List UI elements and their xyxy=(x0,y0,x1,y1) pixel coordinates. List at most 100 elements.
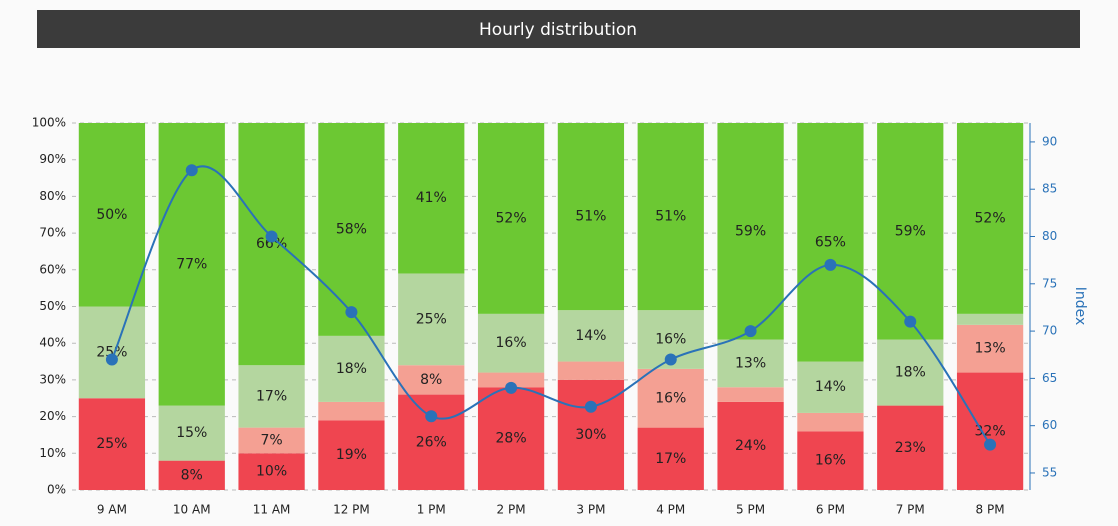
y-tick-label: 60% xyxy=(39,262,66,276)
data-label: 59% xyxy=(735,223,766,239)
data-label: 25% xyxy=(96,436,127,452)
y2-tick-label: 65 xyxy=(1042,371,1057,385)
data-label: 18% xyxy=(336,361,367,377)
bar-segment xyxy=(398,123,465,274)
bar-segment xyxy=(637,123,704,311)
index-point xyxy=(185,164,198,177)
bar-segment xyxy=(477,313,545,373)
bar-segment xyxy=(637,427,704,490)
y2-tick-label: 90 xyxy=(1042,134,1057,148)
data-label: 16% xyxy=(655,390,686,406)
x-tick-label: 6 PM xyxy=(816,503,845,517)
y-tick-label: 50% xyxy=(39,299,66,313)
x-tick-label: 2 PM xyxy=(497,503,526,517)
title-bar xyxy=(37,10,1080,48)
bar-segment xyxy=(717,123,784,340)
x-tick-label: 9 AM xyxy=(97,503,127,517)
bar-segment xyxy=(238,123,305,366)
bar-segment xyxy=(797,412,864,432)
bar-segment xyxy=(956,123,1024,314)
index-point xyxy=(584,400,597,413)
x-tick-label: 5 PM xyxy=(736,503,765,517)
bar-segment xyxy=(956,313,1024,325)
data-label: 23% xyxy=(895,440,926,456)
data-label: 17% xyxy=(256,388,287,404)
y2-tick-label: 60 xyxy=(1042,418,1057,432)
bar-segment xyxy=(877,405,944,490)
bar-segment xyxy=(956,372,1024,490)
data-label: 17% xyxy=(655,451,686,467)
data-label: 25% xyxy=(416,311,447,327)
y-tick-label: 80% xyxy=(39,189,66,203)
data-label: 14% xyxy=(575,328,606,344)
y-tick-label: 30% xyxy=(39,372,66,386)
y2-tick-label: 55 xyxy=(1042,465,1057,479)
bar-segment xyxy=(238,365,305,428)
bar-segment xyxy=(158,405,225,461)
y-tick-label: 40% xyxy=(39,336,66,350)
bar-segment xyxy=(717,387,784,402)
data-label: 10% xyxy=(256,464,287,480)
index-line xyxy=(110,165,991,446)
bar-segment xyxy=(797,361,864,413)
y-tick-label: 0% xyxy=(47,483,66,497)
data-label: 26% xyxy=(416,434,447,450)
data-label: 13% xyxy=(735,355,766,371)
y2-tick-label: 75 xyxy=(1042,276,1057,290)
bar-segment xyxy=(797,431,864,490)
data-label: 8% xyxy=(420,372,442,388)
bar-segment xyxy=(477,372,545,388)
chart-title: Hourly distribution xyxy=(479,20,637,40)
data-label: 24% xyxy=(735,438,766,454)
data-label: 58% xyxy=(336,221,367,237)
data-label: 52% xyxy=(975,210,1006,226)
bar-segment xyxy=(158,460,225,490)
y2-axis-label: Index xyxy=(1072,287,1088,326)
bar-segment xyxy=(318,420,385,490)
bar-segment xyxy=(557,361,625,380)
data-label: 19% xyxy=(336,447,367,463)
data-label: 59% xyxy=(895,223,926,239)
x-tick-label: 10 AM xyxy=(173,503,211,517)
data-label: 16% xyxy=(655,332,686,348)
index-point xyxy=(664,353,677,366)
index-point xyxy=(105,353,118,366)
x-tick-label: 1 PM xyxy=(417,503,446,517)
bar-segment xyxy=(78,306,146,399)
bar-segment xyxy=(398,273,465,366)
bar-segment xyxy=(477,387,545,490)
y2-tick-label: 80 xyxy=(1042,229,1057,243)
index-point xyxy=(265,230,278,243)
bar-segment xyxy=(318,123,385,336)
data-label: 15% xyxy=(176,425,207,441)
data-label: 8% xyxy=(181,467,203,483)
data-label: 30% xyxy=(575,427,606,443)
index-point xyxy=(345,306,358,319)
y2-tick-label: 85 xyxy=(1042,182,1057,196)
bar-segment xyxy=(398,365,465,395)
bar-segment xyxy=(318,335,385,402)
bar-segment xyxy=(318,401,385,421)
data-label: 13% xyxy=(975,341,1006,357)
bar-segment xyxy=(557,123,625,311)
data-label: 65% xyxy=(815,234,846,250)
index-point xyxy=(744,325,757,338)
data-label: 25% xyxy=(96,344,127,360)
y-tick-label: 70% xyxy=(39,226,66,240)
bar-segment xyxy=(797,123,864,362)
x-tick-label: 7 PM xyxy=(896,503,925,517)
data-label: 52% xyxy=(496,210,527,226)
index-point xyxy=(984,438,997,451)
index-point xyxy=(425,410,438,423)
data-label: 16% xyxy=(815,453,846,469)
data-label: 7% xyxy=(260,432,282,448)
bar-segment xyxy=(238,453,305,490)
x-tick-label: 4 PM xyxy=(656,503,685,517)
data-label: 18% xyxy=(895,365,926,381)
bar-segment xyxy=(877,123,944,340)
x-tick-label: 8 PM xyxy=(976,503,1005,517)
index-point xyxy=(505,381,518,394)
bar-segment xyxy=(78,398,146,490)
y-tick-label: 10% xyxy=(39,446,66,460)
